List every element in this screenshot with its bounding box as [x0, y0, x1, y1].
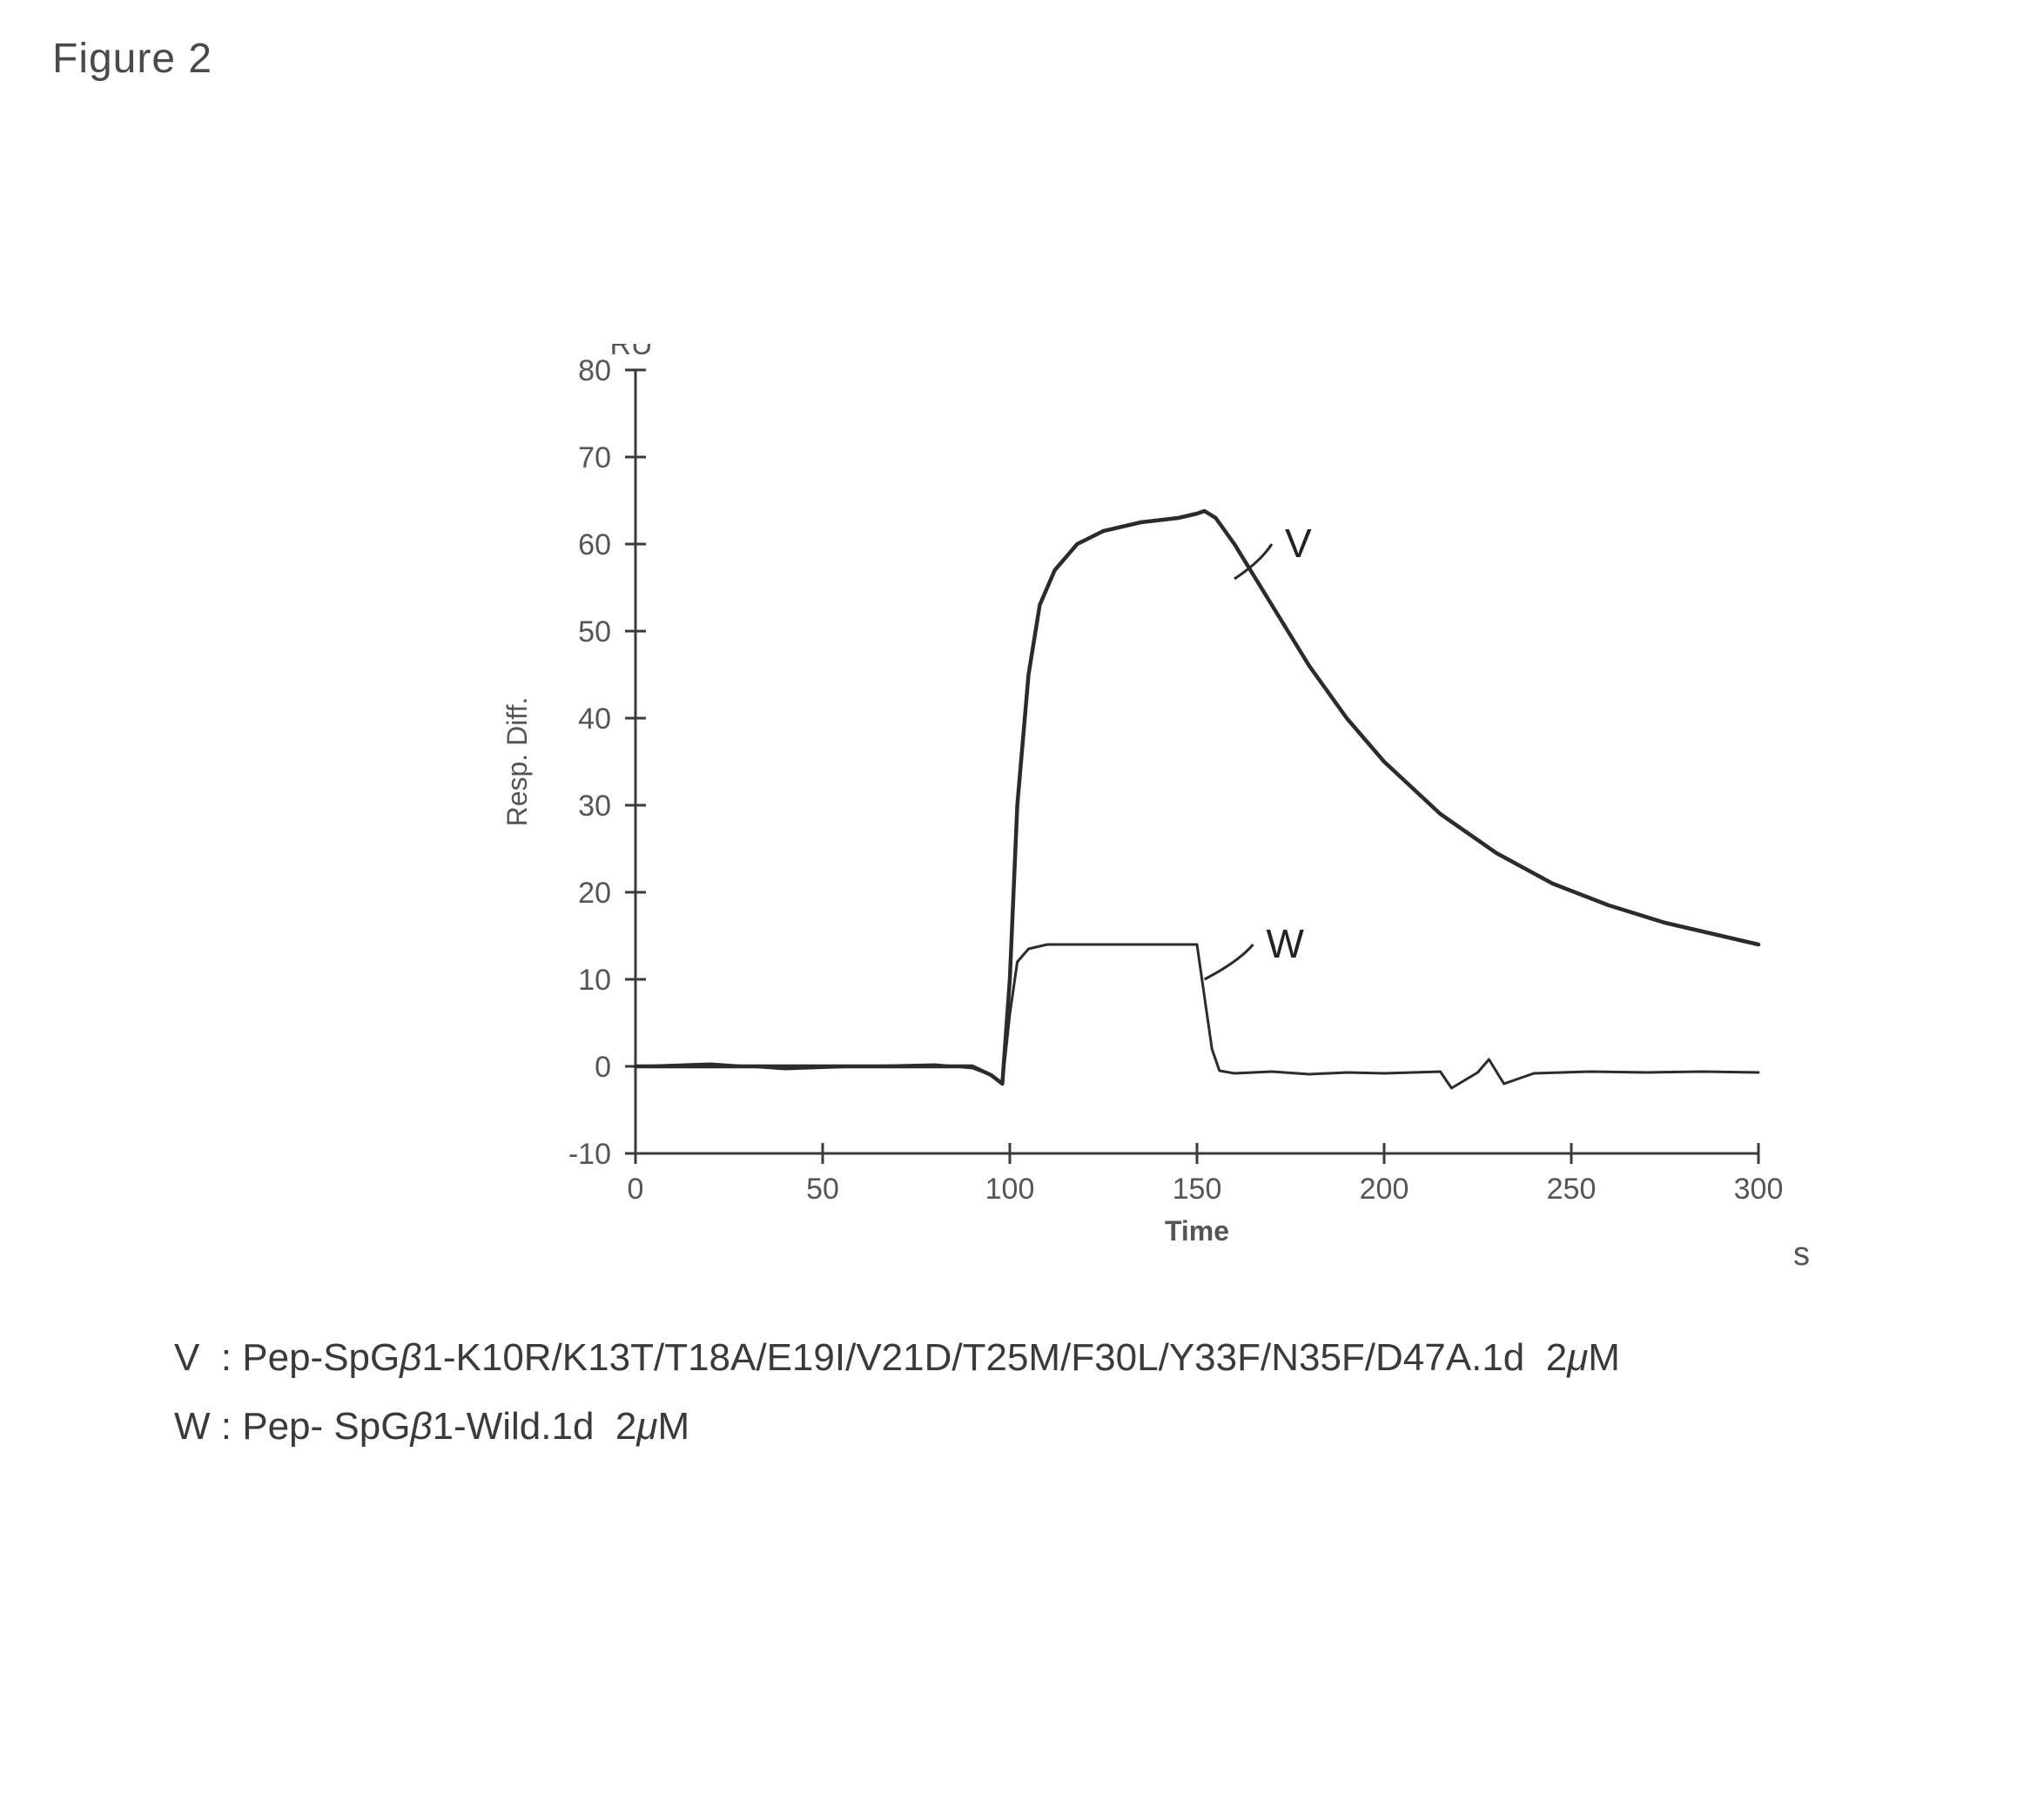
x-unit-label: s — [1793, 1236, 1810, 1274]
svg-text:Resp. Diff.: Resp. Diff. — [501, 697, 533, 827]
legend-w-key: W : — [174, 1405, 232, 1448]
svg-text:200: 200 — [1360, 1173, 1409, 1206]
svg-text:60: 60 — [578, 528, 611, 561]
svg-text:50: 50 — [578, 615, 611, 649]
legend-w-text: Pep- SpGβ1-Wild.1d 2μM — [242, 1405, 689, 1448]
series-v — [635, 511, 1758, 1084]
svg-text:0: 0 — [595, 1051, 611, 1084]
svg-text:50: 50 — [806, 1173, 839, 1206]
svg-text:40: 40 — [578, 702, 611, 736]
svg-text:300: 300 — [1734, 1173, 1784, 1206]
legend-v: V : Pep-SpGβ1-K10R/K13T/T18A/E19I/V21D/T… — [174, 1323, 1620, 1392]
legend-w: W : Pep- SpGβ1-Wild.1d 2μM — [174, 1392, 1620, 1461]
svg-text:150: 150 — [1173, 1173, 1222, 1206]
svg-text:RU: RU — [609, 344, 652, 361]
svg-text:80: 80 — [578, 354, 611, 387]
svg-text:10: 10 — [578, 964, 611, 997]
svg-text:20: 20 — [578, 877, 611, 910]
svg-text:30: 30 — [578, 790, 611, 823]
svg-text:0: 0 — [628, 1173, 644, 1206]
legend-v-text: Pep-SpGβ1-K10R/K13T/T18A/E19I/V21D/T25M/… — [242, 1336, 1620, 1379]
sensorgram-chart: -10 0 10 20 30 40 50 60 70 80 0 50 100 150 200 250 300 RU… — [487, 344, 1793, 1258]
figure-label: Figure 2 — [52, 35, 212, 83]
svg-text:100: 100 — [985, 1173, 1035, 1206]
svg-text:Time: Time — [1165, 1215, 1229, 1247]
svg-text:250: 250 — [1547, 1173, 1597, 1206]
svg-text:W: W — [1267, 921, 1305, 966]
legend-v-key: V : — [174, 1336, 232, 1379]
legend-block: V : Pep-SpGβ1-K10R/K13T/T18A/E19I/V21D/T… — [174, 1323, 1620, 1461]
svg-text:-10: -10 — [568, 1138, 611, 1171]
svg-text:70: 70 — [578, 441, 611, 474]
svg-text:V: V — [1285, 521, 1312, 566]
